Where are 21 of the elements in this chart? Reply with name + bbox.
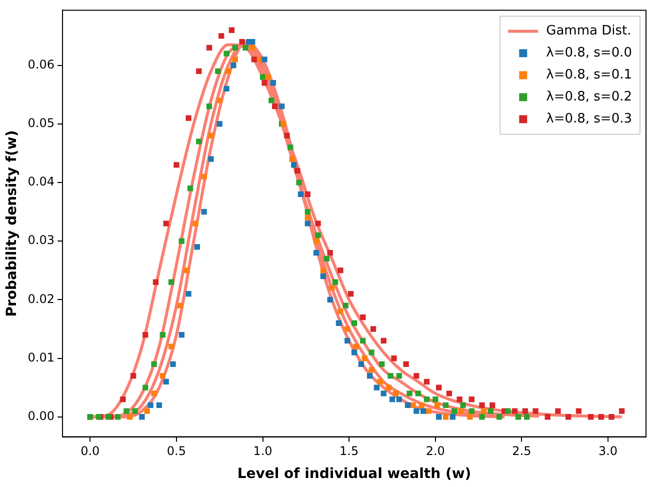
- legend-label: λ=0.8, s=0.0: [546, 46, 632, 61]
- y-tick-label: 0.04: [28, 174, 55, 189]
- y-tick-label: 0.02: [28, 292, 55, 306]
- legend-label: Gamma Dist.: [546, 24, 632, 39]
- x-axis-title: Level of individual wealth (w): [237, 466, 472, 482]
- legend-label: λ=0.8, s=0.1: [546, 68, 632, 83]
- x-tick-label: 2.5: [512, 444, 532, 458]
- x-tick-label: 1.5: [340, 444, 359, 458]
- x-tick-label: 0.5: [166, 444, 186, 458]
- x-tick-label: 0.0: [80, 444, 100, 458]
- x-tick-label: 1.0: [253, 444, 272, 458]
- y-tick-label: 0.05: [28, 116, 55, 130]
- x-tick-label: 2.0: [426, 444, 445, 458]
- y-axis-title: Probability density f(w): [4, 130, 20, 317]
- legend-label: λ=0.8, s=0.2: [546, 90, 632, 105]
- x-tick-label: 3.0: [598, 444, 618, 458]
- y-tick-label: 0.01: [28, 350, 55, 364]
- y-tick-label: 0.03: [28, 233, 55, 248]
- y-tick-label: 0.06: [28, 57, 55, 72]
- legend-label: λ=0.8, s=0.3: [546, 112, 632, 127]
- y-tick-label: 0.00: [28, 409, 55, 423]
